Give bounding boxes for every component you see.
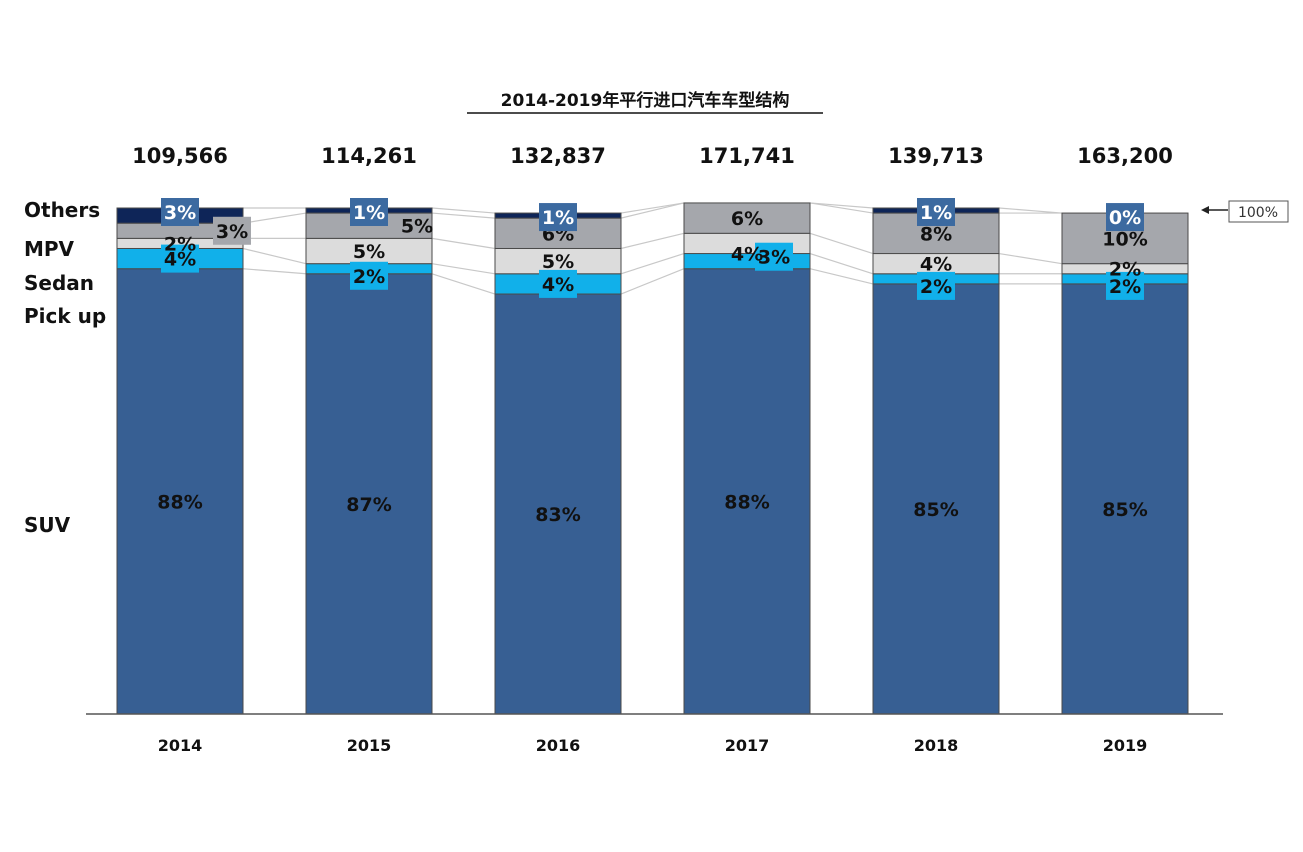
segment-label-mpv-2017: 6% <box>731 208 763 230</box>
connector-sedan-2017 <box>809 232 874 255</box>
segment-label-others-2018: 1% <box>920 202 952 224</box>
bar-suv-2017 <box>683 268 811 715</box>
connector-pick-up-2016 <box>620 252 685 275</box>
segment-label-others-2019: 0% <box>1109 207 1141 229</box>
connector-pick-up-2014 <box>242 247 307 265</box>
segment-label-box-others-2014 <box>161 198 199 226</box>
x-tick-label-2018: 2018 <box>914 736 959 755</box>
connector-suv-2017 <box>809 268 874 285</box>
chart-title: 2014-2019年平行进口汽车车型结构 <box>501 90 790 111</box>
segment-label-box-others-2019 <box>1106 203 1144 232</box>
bar-suv-2018 <box>872 283 1000 715</box>
reference-label: 100% <box>1238 205 1278 221</box>
legend-label-suv: SUV <box>24 513 71 537</box>
total-label-2015: 114,261 <box>321 144 417 168</box>
segment-label-pick-up-2017: 3% <box>758 247 790 269</box>
segment-label-suv-2016: 83% <box>535 504 580 526</box>
segment-label-box-pick-up-2018 <box>917 271 955 300</box>
segment-label-pick-up-2014: 4% <box>164 249 196 271</box>
segment-label-box-others-2018 <box>917 198 955 226</box>
connector-others-2016 <box>620 202 685 214</box>
x-tick-label-2014: 2014 <box>158 736 203 755</box>
segment-label-pick-up-2019: 2% <box>1109 276 1141 298</box>
segment-label-others-2014: 3% <box>164 202 196 224</box>
legend-label-sedan: Sedan <box>24 271 94 295</box>
x-tick-label-2017: 2017 <box>725 736 770 755</box>
segment-label-mpv-2014: 3% <box>216 221 248 243</box>
x-tick-label-2019: 2019 <box>1103 736 1148 755</box>
bar-suv-2015 <box>305 273 433 715</box>
segment-label-box-pick-up-2017 <box>755 242 793 271</box>
segment-label-box-pick-up-2016 <box>539 269 577 298</box>
segment-label-sedan-2019: 2% <box>1109 259 1141 281</box>
segment-label-box-pick-up-2014 <box>161 244 199 273</box>
bar-sedan-2015 <box>305 237 433 265</box>
x-tick-label-2016: 2016 <box>536 736 581 755</box>
segment-label-box-pick-up-2015 <box>350 261 388 290</box>
connector-others-2015 <box>431 207 496 214</box>
connector-sedan-2016 <box>620 232 685 250</box>
segment-label-pick-up-2015: 2% <box>353 266 385 288</box>
connector-suv-2016 <box>620 268 685 295</box>
connector-suv-2014 <box>242 268 307 275</box>
segment-label-sedan-2017: 4% <box>731 243 763 265</box>
segment-label-sedan-2016: 5% <box>542 251 574 273</box>
segment-label-suv-2017: 88% <box>724 491 769 513</box>
reference-arrow-head <box>1201 206 1209 214</box>
segment-labels-layer: 88%4%2%3%3%87%2%5%5%1%83%4%5%6%1%88%3%4%… <box>157 198 1148 526</box>
segment-label-suv-2014: 88% <box>157 491 202 513</box>
total-label-2014: 109,566 <box>132 144 228 168</box>
connector-mpv-2014 <box>242 212 307 224</box>
connector-sedan-2015 <box>431 237 496 250</box>
connector-sedan-2018 <box>998 252 1063 265</box>
connector-pick-up-2015 <box>431 263 496 275</box>
x-tick-labels: 2014 2015 2016 2017 2018 2019 <box>158 736 1148 755</box>
connector-pick-up-2017 <box>809 252 874 275</box>
segment-label-pick-up-2016: 4% <box>542 274 574 296</box>
segment-label-sedan-2015: 5% <box>353 241 385 263</box>
segment-label-sedan-2018: 4% <box>920 254 952 276</box>
reference-label-box <box>1228 200 1289 223</box>
segment-label-others-2016: 1% <box>542 207 574 229</box>
connector-mpv-2017 <box>809 202 874 214</box>
totals-layer: 109,566 114,261 132,837 171,741 139,713 163,2… <box>132 144 1173 168</box>
connector-others-2017 <box>809 202 874 209</box>
connector-mpv-2015 <box>431 212 496 219</box>
legend-label-mpv: MPV <box>24 237 75 261</box>
segment-label-box-others-2016 <box>539 203 577 232</box>
segment-label-pick-up-2018: 2% <box>920 276 952 298</box>
connector-suv-2015 <box>431 273 496 295</box>
connector-lines <box>242 202 1063 295</box>
segment-label-suv-2018: 85% <box>913 499 958 521</box>
bar-sedan-2016 <box>494 247 622 275</box>
total-label-2017: 171,741 <box>699 144 795 168</box>
x-tick-label-2015: 2015 <box>347 736 392 755</box>
segment-label-mpv-2019: 10% <box>1102 228 1147 250</box>
legend-label-others: Others <box>24 198 100 222</box>
segment-label-suv-2019: 85% <box>1102 499 1147 521</box>
segment-label-mpv-2018: 8% <box>920 223 952 245</box>
bar-mpv-2017 <box>683 202 811 234</box>
connector-others-2018 <box>998 207 1063 214</box>
segment-label-others-2015: 1% <box>353 202 385 224</box>
legend-label-pick-up: Pick up <box>24 304 106 328</box>
total-label-2016: 132,837 <box>510 144 606 168</box>
bar-suv-2019 <box>1061 283 1189 715</box>
total-label-2019: 163,200 <box>1077 144 1173 168</box>
segment-label-sedan-2014: 2% <box>164 233 196 255</box>
segment-label-box-others-2015 <box>350 198 388 226</box>
segment-label-mpv-2015: 5% <box>401 216 433 238</box>
reference-100-marker: 100% <box>1201 200 1289 223</box>
segment-label-box-pick-up-2019 <box>1106 271 1144 300</box>
legend: Others MPV Sedan Pick up SUV <box>24 198 106 537</box>
total-label-2018: 139,713 <box>888 144 984 168</box>
segment-label-suv-2015: 87% <box>346 494 391 516</box>
segment-label-box-mpv-2014 <box>213 216 251 245</box>
bars-layer <box>116 202 1189 715</box>
connector-mpv-2016 <box>620 202 685 219</box>
